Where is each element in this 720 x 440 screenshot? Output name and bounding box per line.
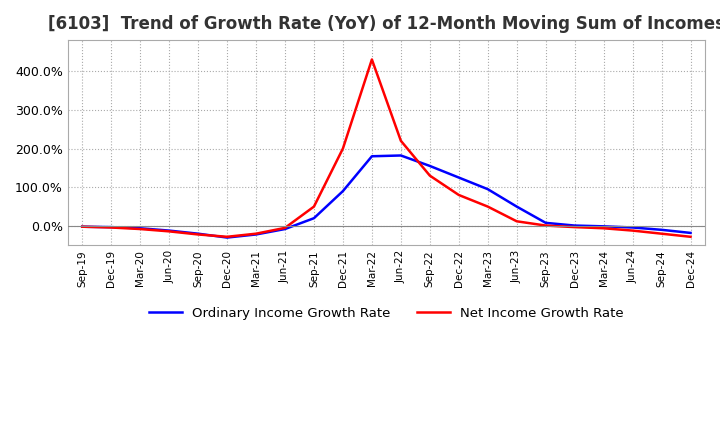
Ordinary Income Growth Rate [136,226,145,231]
Title: [6103]  Trend of Growth Rate (YoY) of 12-Month Moving Sum of Incomes: [6103] Trend of Growth Rate (YoY) of 12-… [48,15,720,33]
Net Income Growth Rate [397,138,405,143]
Net Income Growth Rate [629,228,637,233]
Ordinary Income Growth Rate [194,231,202,236]
Net Income Growth Rate [310,204,318,209]
Net Income Growth Rate [426,173,434,178]
Ordinary Income Growth Rate [599,224,608,229]
Net Income Growth Rate [483,204,492,209]
Line: Ordinary Income Growth Rate: Ordinary Income Growth Rate [82,155,690,238]
Net Income Growth Rate [194,232,202,237]
Ordinary Income Growth Rate [222,235,231,240]
Net Income Growth Rate [165,229,174,234]
Net Income Growth Rate [686,234,695,239]
Net Income Growth Rate [281,225,289,231]
Ordinary Income Growth Rate [252,232,261,237]
Ordinary Income Growth Rate [165,228,174,233]
Ordinary Income Growth Rate [368,154,377,159]
Ordinary Income Growth Rate [310,216,318,221]
Ordinary Income Growth Rate [513,204,521,209]
Ordinary Income Growth Rate [107,224,115,230]
Legend: Ordinary Income Growth Rate, Net Income Growth Rate: Ordinary Income Growth Rate, Net Income … [143,301,629,325]
Net Income Growth Rate [222,234,231,239]
Net Income Growth Rate [136,227,145,232]
Net Income Growth Rate [368,57,377,62]
Ordinary Income Growth Rate [454,175,463,180]
Ordinary Income Growth Rate [426,163,434,169]
Ordinary Income Growth Rate [657,227,666,232]
Ordinary Income Growth Rate [397,153,405,158]
Net Income Growth Rate [454,192,463,198]
Ordinary Income Growth Rate [629,225,637,230]
Net Income Growth Rate [338,146,347,151]
Ordinary Income Growth Rate [570,223,579,228]
Ordinary Income Growth Rate [78,224,86,229]
Net Income Growth Rate [107,225,115,230]
Ordinary Income Growth Rate [541,220,550,225]
Ordinary Income Growth Rate [338,188,347,194]
Line: Net Income Growth Rate: Net Income Growth Rate [82,59,690,237]
Net Income Growth Rate [599,226,608,231]
Net Income Growth Rate [252,231,261,236]
Ordinary Income Growth Rate [281,227,289,232]
Net Income Growth Rate [570,224,579,230]
Net Income Growth Rate [513,219,521,224]
Net Income Growth Rate [541,223,550,228]
Net Income Growth Rate [78,224,86,229]
Net Income Growth Rate [657,231,666,236]
Ordinary Income Growth Rate [483,187,492,192]
Ordinary Income Growth Rate [686,230,695,235]
